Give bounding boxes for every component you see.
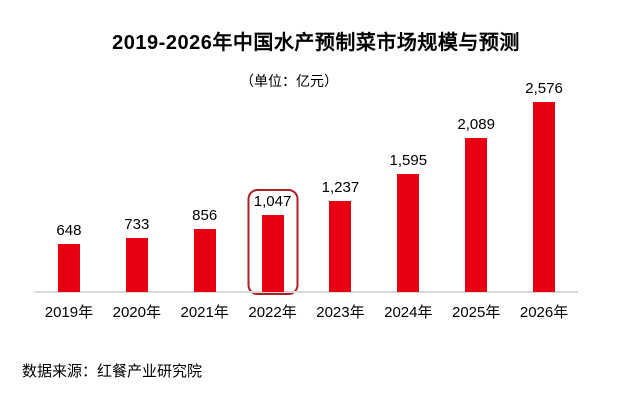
bar-column: 1,595 [374, 75, 442, 292]
bar [125, 238, 148, 292]
bar [465, 138, 488, 292]
x-axis-label: 2021年 [180, 304, 229, 321]
bar-plot-area: 648 733 856 1,047 1,237 1,595 2,089 2,576 [35, 75, 578, 295]
x-axis-label: 2020年 [112, 304, 161, 321]
bar-column: 733 [103, 75, 171, 292]
bar-column: 1,237 [307, 75, 375, 292]
bar-column: 648 [35, 75, 103, 292]
data-source-note: 数据来源：红餐产业研究院 [22, 363, 203, 380]
bar [397, 174, 420, 292]
chart-unit-subtitle: （单位：亿元） [240, 73, 338, 89]
bar-column: 2,576 [510, 75, 578, 292]
bar-column: 1,047 [239, 75, 307, 295]
chart-title: 2019-2026年中国水产预制菜市场规模与预测 [112, 32, 520, 54]
x-axis-label: 2026年 [519, 304, 569, 321]
bar-value-label: 733 [124, 216, 150, 233]
bar-value-label: 1,595 [389, 152, 428, 169]
bar-value-label: 856 [192, 207, 218, 224]
bar [261, 215, 284, 292]
bar [329, 201, 352, 292]
bar [57, 244, 80, 292]
x-axis-label: 2024年 [384, 304, 433, 321]
bar-column: 856 [171, 75, 239, 292]
x-axis-label: 2022年 [248, 304, 297, 321]
highlight-box [247, 189, 299, 295]
bar-value-label: 1,237 [321, 179, 360, 196]
x-axis-labels: 2019年 2020年 2021年 2022年 2023年 2024年 2025年 2026年 [35, 301, 578, 322]
bar [193, 229, 216, 292]
x-axis-label: 2023年 [316, 304, 365, 321]
bar-value-label: 2,576 [525, 80, 563, 97]
bar-value-label: 2,089 [457, 116, 495, 133]
x-axis-line [35, 291, 578, 293]
x-axis-label: 2025年 [452, 304, 501, 321]
bar-column: 2,089 [442, 75, 510, 292]
bar [533, 102, 556, 292]
bar-value-label: 1,047 [253, 193, 292, 210]
bar-value-label: 648 [56, 222, 82, 239]
x-axis-label: 2019年 [44, 304, 94, 321]
